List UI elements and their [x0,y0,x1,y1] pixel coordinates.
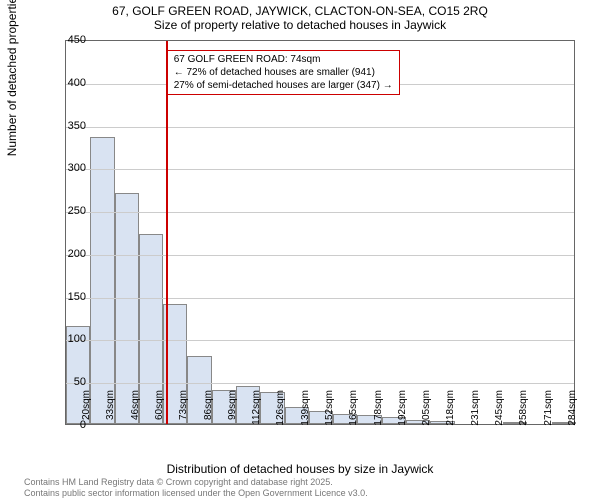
gridline [66,340,574,341]
y-tick-label: 450 [56,34,86,46]
y-tick-label: 300 [56,162,86,174]
y-tick-label: 50 [56,376,86,388]
y-tick-label: 350 [56,120,86,132]
annotation-line2: 27% of semi-detached houses are larger (… [174,79,393,92]
y-tick-label: 150 [56,291,86,303]
annotation-header: 67 GOLF GREEN ROAD: 74sqm [174,53,393,66]
annotation-line1: ← 72% of detached houses are smaller (94… [174,66,393,79]
x-tick-label: 112sqm [251,390,262,428]
x-tick-label: 218sqm [445,390,456,428]
x-tick-label: 60sqm [154,390,165,428]
y-tick-label: 250 [56,205,86,217]
x-tick-label: 284sqm [567,390,578,428]
x-tick-label: 258sqm [518,390,529,428]
footer-line2: Contains public sector information licen… [24,488,368,499]
gridline [66,383,574,384]
y-axis-label: Number of detached properties [5,0,19,156]
title-subtitle: Size of property relative to detached ho… [0,18,600,32]
x-tick-label: 165sqm [348,390,359,428]
gridline [66,212,574,213]
footer-attribution: Contains HM Land Registry data © Crown c… [24,477,368,499]
x-tick-label: 46sqm [130,390,141,428]
x-tick-label: 86sqm [203,390,214,428]
x-axis-label: Distribution of detached houses by size … [0,462,600,476]
y-tick-label: 200 [56,248,86,260]
annotation-box: 67 GOLF GREEN ROAD: 74sqm← 72% of detach… [167,50,400,95]
x-tick-label: 152sqm [324,390,335,428]
chart-plot-area: 67 GOLF GREEN ROAD: 74sqm← 72% of detach… [65,40,575,425]
gridline [66,298,574,299]
histogram-bar [90,137,114,424]
x-tick-label: 33sqm [105,390,116,428]
x-tick-label: 99sqm [227,390,238,428]
x-tick-label: 271sqm [543,390,554,428]
x-tick-label: 192sqm [397,390,408,428]
chart-title-block: 67, GOLF GREEN ROAD, JAYWICK, CLACTON-ON… [0,0,600,32]
y-tick-label: 100 [56,333,86,345]
x-tick-label: 205sqm [421,390,432,428]
x-tick-label: 20sqm [81,390,92,428]
x-tick-label: 126sqm [275,390,286,428]
x-tick-label: 231sqm [470,390,481,428]
gridline [66,127,574,128]
x-tick-label: 73sqm [178,390,189,428]
gridline [66,255,574,256]
x-tick-label: 245sqm [494,390,505,428]
title-address: 67, GOLF GREEN ROAD, JAYWICK, CLACTON-ON… [0,4,600,18]
footer-line1: Contains HM Land Registry data © Crown c… [24,477,368,488]
property-marker-line [166,41,168,424]
bars-container [66,41,574,424]
gridline [66,169,574,170]
y-tick-label: 400 [56,77,86,89]
x-tick-label: 139sqm [300,390,311,428]
x-tick-label: 178sqm [373,390,384,428]
